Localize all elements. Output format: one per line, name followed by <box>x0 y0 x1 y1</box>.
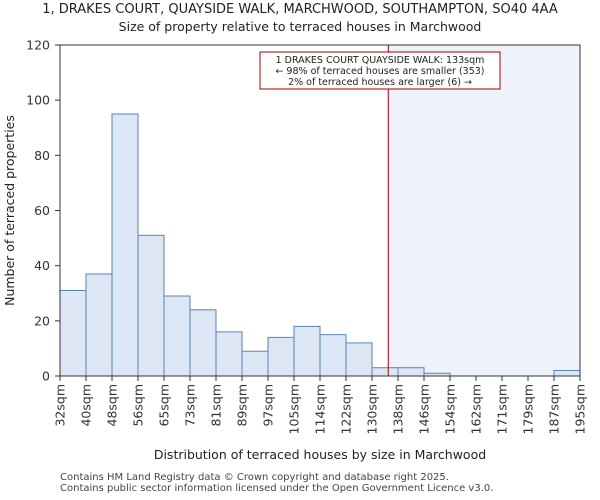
annotation-line-1: 1 DRAKES COURT QUAYSIDE WALK: 133sqm <box>276 55 485 66</box>
x-tick-label: 138sqm <box>391 384 406 434</box>
x-tick-label: 73sqm <box>183 384 198 427</box>
footer-copyright: Contains HM Land Registry data © Crown c… <box>60 472 449 483</box>
bars-group <box>59 113 581 377</box>
chart-subtitle: Size of property relative to terraced ho… <box>118 19 482 34</box>
chart-title: 1, DRAKES COURT, QUAYSIDE WALK, MARCHWOO… <box>42 2 558 17</box>
x-tick-label: 146sqm <box>417 384 432 434</box>
x-tick-label: 179sqm <box>521 384 536 434</box>
plot-frame <box>59 44 581 377</box>
x-tick-label: 89sqm <box>235 384 250 427</box>
bar-187sqm <box>553 369 581 377</box>
bar-138sqm <box>397 367 425 377</box>
bar-114sqm <box>319 334 347 377</box>
x-axis-label: Distribution of terraced houses by size … <box>154 447 486 462</box>
bar-89sqm <box>241 350 269 377</box>
x-tick-label: 122sqm <box>339 384 354 434</box>
larger-properties-shade <box>388 45 580 376</box>
bar-122sqm <box>345 342 373 377</box>
x-tick-label: 171sqm <box>495 384 510 434</box>
bar-130sqm <box>371 367 399 377</box>
x-tick-label: 56sqm <box>131 384 146 427</box>
x-tick-label: 81sqm <box>209 384 224 427</box>
bar-32sqm <box>59 289 87 377</box>
x-tick-label: 105sqm <box>287 384 302 434</box>
bar-48sqm <box>111 113 139 377</box>
x-tick-label: 130sqm <box>365 384 380 434</box>
y-tick-label: 60 <box>34 203 50 218</box>
x-tick-label: 97sqm <box>261 384 276 427</box>
y-axis-label: Number of terraced properties <box>2 115 17 306</box>
bar-73sqm <box>189 309 217 377</box>
y-tick-label: 40 <box>34 258 50 273</box>
x-tick-label: 40sqm <box>79 384 94 427</box>
y-tick-label: 100 <box>26 93 50 108</box>
x-tick-label: 187sqm <box>547 384 562 434</box>
bar-65sqm <box>163 295 191 377</box>
annotation-line-2: ← 98% of terraced houses are smaller (35… <box>275 66 484 77</box>
x-tick-label: 48sqm <box>105 384 120 427</box>
bar-105sqm <box>293 325 321 377</box>
bar-40sqm <box>85 273 113 377</box>
bar-56sqm <box>137 234 165 377</box>
x-tick-label: 154sqm <box>443 384 458 434</box>
bar-81sqm <box>215 331 243 377</box>
x-tick-label: 65sqm <box>157 384 172 427</box>
x-tick-label: 195sqm <box>573 384 588 434</box>
footer-licence: Contains public sector information licen… <box>60 483 494 494</box>
bar-97sqm <box>267 336 295 377</box>
annotation-box <box>259 51 501 90</box>
x-tick-label: 32sqm <box>53 384 68 427</box>
y-tick-label: 120 <box>26 38 50 53</box>
y-tick-label: 80 <box>34 148 50 163</box>
x-tick-label: 162sqm <box>469 384 484 434</box>
footer: Contains HM Land Registry data © Crown c… <box>60 472 493 494</box>
x-tick-label: 114sqm <box>313 384 328 434</box>
y-tick-label: 0 <box>42 369 50 384</box>
annotation-line-3: 2% of terraced houses are larger (6) → <box>288 77 472 88</box>
x-ticks: 32sqm 40sqm 48sqm 56sqm 65sqm 73sqm 81sqm 89sqm… <box>53 376 588 434</box>
y-ticks: 0 20 40 60 80 100 120 <box>26 38 60 384</box>
histogram-chart: 0 20 40 60 80 100 120 32sqm 40sqm 48sqm 56sqm 65sq… <box>2 38 588 463</box>
y-tick-label: 20 <box>34 313 50 328</box>
